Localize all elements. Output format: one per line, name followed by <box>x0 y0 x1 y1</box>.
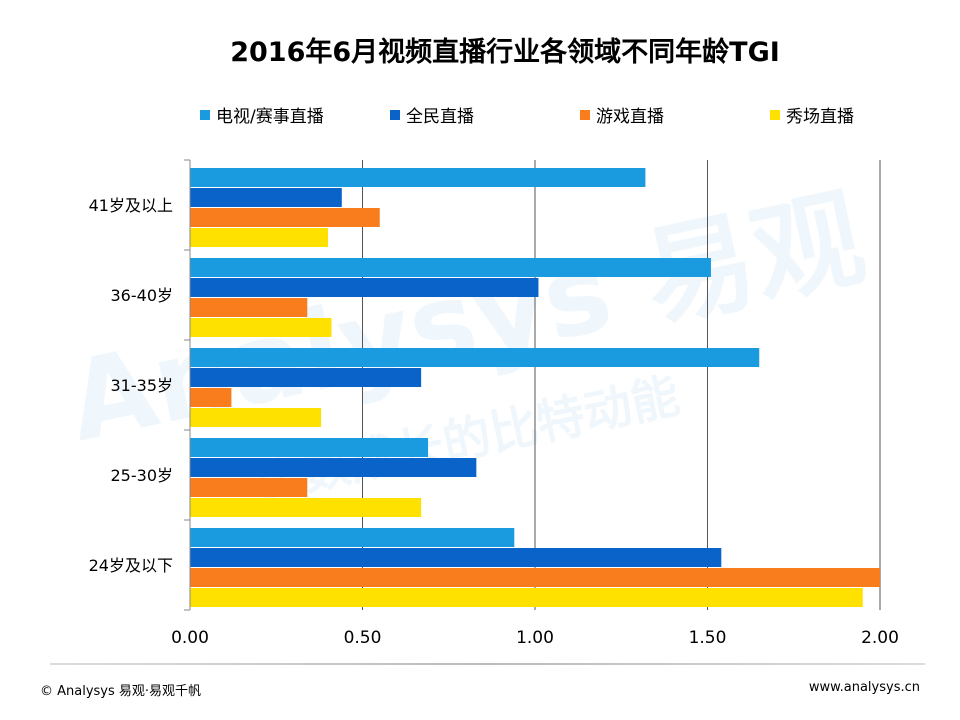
bar <box>190 438 429 457</box>
legend-label: 全民直播 <box>406 107 474 127</box>
category-label: 24岁及以下 <box>89 556 173 575</box>
x-tick-label: 1.00 <box>516 628 554 648</box>
legend-item: 秀场直播 <box>770 102 960 127</box>
legend-swatch <box>770 109 780 120</box>
bar <box>190 168 646 187</box>
bar <box>190 498 422 517</box>
bar <box>190 528 515 547</box>
x-tick-label: 0.00 <box>171 628 209 648</box>
bar <box>190 278 539 297</box>
bar <box>190 548 722 567</box>
bar <box>190 368 422 387</box>
bar <box>190 478 308 497</box>
legend-swatch <box>580 109 590 120</box>
legend-label: 电视/赛事直播 <box>216 107 324 127</box>
legend-swatch <box>200 109 210 120</box>
bar <box>190 258 711 277</box>
legend-item: 全民直播 <box>390 102 580 127</box>
bar <box>190 208 380 227</box>
legend-swatch <box>390 109 400 120</box>
x-tick-label: 1.50 <box>689 628 727 648</box>
legend-label: 游戏直播 <box>596 107 664 127</box>
bar <box>190 568 880 587</box>
copyright: © Analysys 易观·易观千帆 <box>40 684 202 699</box>
category-label: 36-40岁 <box>111 286 174 305</box>
website-url: www.analysys.cn <box>808 680 920 695</box>
bar <box>190 388 232 407</box>
bar <box>190 298 308 317</box>
bar <box>190 408 322 427</box>
x-tick-label: 0.50 <box>344 628 382 648</box>
category-label: 31-35岁 <box>111 376 174 395</box>
bar <box>190 318 332 337</box>
bar <box>190 188 342 207</box>
category-label: 41岁及以上 <box>89 196 173 215</box>
bar <box>190 228 328 247</box>
legend-item: 电视/赛事直播 <box>200 102 390 127</box>
footer-divider <box>50 663 925 665</box>
chart-title: 2016年6月视频直播行业各领域不同年龄TGI <box>230 37 780 68</box>
legend-item: 游戏直播 <box>580 102 770 127</box>
x-tick-label: 2.00 <box>861 628 899 648</box>
legend: 电视/赛事直播 全民直播 游戏直播 秀场直播 <box>200 102 960 127</box>
category-label: 25-30岁 <box>111 466 174 485</box>
bar <box>190 588 863 607</box>
bar <box>190 348 760 367</box>
legend-label: 秀场直播 <box>786 107 854 127</box>
bar <box>190 458 477 477</box>
